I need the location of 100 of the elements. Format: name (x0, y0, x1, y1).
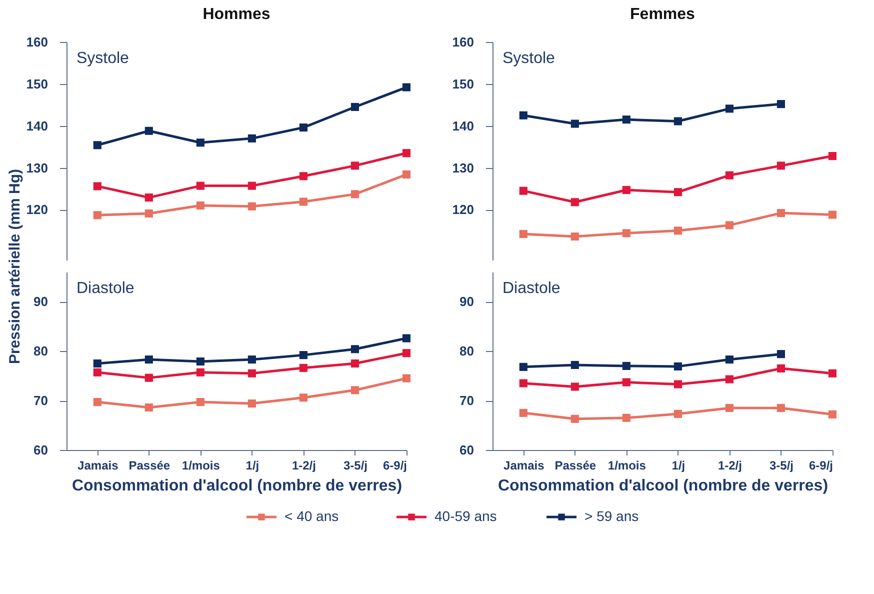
point (725, 375, 734, 384)
y-tick-label: 90 (34, 294, 48, 310)
point (144, 374, 153, 382)
point (196, 357, 204, 366)
point (519, 408, 528, 417)
point (725, 104, 734, 113)
point (144, 403, 153, 412)
point (519, 186, 528, 195)
x-tick-label: 6-9/j (808, 458, 833, 472)
point (570, 360, 579, 369)
y-tick-label: 80 (34, 344, 48, 359)
y-tick-label: 70 (460, 393, 474, 408)
x-tick-label: 1/j (672, 458, 686, 472)
y-tick-label: 60 (34, 442, 48, 458)
y-tick-label: 160 (452, 34, 474, 50)
point (144, 194, 153, 202)
point (622, 414, 630, 422)
point (402, 334, 411, 342)
x-tick-label: Passée (554, 458, 596, 472)
annotation: Systole (502, 50, 556, 67)
x-tick-label: Passée (128, 458, 170, 472)
point (519, 362, 528, 371)
point (402, 374, 411, 382)
point (776, 162, 785, 170)
point (299, 364, 308, 372)
point (776, 404, 785, 412)
point (622, 378, 630, 386)
y-tick-label: 120 (26, 202, 48, 218)
legend-label: 40-59 ans (434, 508, 497, 524)
y-tick-label: 80 (460, 344, 474, 359)
chart-title: Hommes (202, 6, 270, 23)
point (725, 171, 734, 180)
y-tick-label: 130 (452, 160, 474, 176)
point (402, 83, 411, 92)
y-tick-label: 120 (452, 202, 474, 218)
point (93, 359, 102, 368)
annotation: Diastole (76, 280, 134, 297)
point (93, 182, 102, 190)
x-tick-label: 1-2/j (718, 458, 742, 472)
y-tick-label: 70 (34, 393, 48, 408)
point (674, 410, 682, 418)
x-tick-label: 1-2/j (292, 458, 316, 472)
point (622, 116, 630, 124)
point (622, 229, 630, 238)
point (248, 182, 256, 190)
point (622, 186, 630, 194)
point (350, 162, 359, 170)
point (674, 188, 682, 196)
point (570, 120, 579, 128)
point (299, 394, 308, 402)
point (674, 226, 682, 235)
annotation: Systole (76, 50, 130, 67)
point (776, 209, 785, 218)
point (248, 399, 256, 408)
point (776, 100, 785, 108)
x-tick-label: 6-9/j (382, 458, 407, 472)
point (828, 369, 837, 378)
point (93, 368, 102, 376)
point (93, 398, 102, 406)
point (570, 414, 579, 423)
y-tick-label: 150 (26, 76, 48, 92)
point (570, 198, 579, 206)
point (725, 404, 734, 412)
point (93, 141, 102, 150)
y-tick-label: 140 (26, 118, 48, 134)
point (350, 102, 359, 112)
point (519, 230, 528, 238)
point (299, 351, 308, 360)
point (570, 382, 579, 391)
y-tick-label: 150 (452, 76, 474, 92)
point (196, 398, 204, 406)
point (350, 190, 359, 198)
point (519, 111, 528, 120)
point (93, 211, 102, 220)
y-axis-title: Pression artérielle (mm Hg) (6, 168, 24, 364)
point (570, 232, 579, 241)
point (299, 123, 308, 132)
point (402, 149, 411, 158)
point (674, 117, 682, 126)
chart-title: Femmes (630, 6, 696, 23)
point (248, 369, 256, 378)
point (402, 170, 411, 179)
y-tick-label: 130 (26, 160, 48, 176)
point (725, 221, 734, 230)
point (350, 345, 359, 354)
point (196, 368, 204, 376)
x-tick-label: Jamais (78, 458, 119, 472)
point (350, 359, 359, 368)
point (144, 355, 153, 364)
point (402, 349, 411, 358)
point (674, 362, 682, 370)
point (350, 386, 359, 394)
legend-label: < 40 ans (284, 508, 339, 524)
x-axis-title: Consommation d'alcool (nombre de verres) (498, 478, 828, 494)
x-tick-label: 1/mois (608, 458, 646, 472)
point (674, 380, 682, 388)
x-tick-label: 3-5/j (769, 458, 794, 472)
y-tick-label: 90 (460, 294, 474, 310)
x-tick-label: 3-5/j (343, 458, 368, 472)
point (144, 209, 153, 218)
